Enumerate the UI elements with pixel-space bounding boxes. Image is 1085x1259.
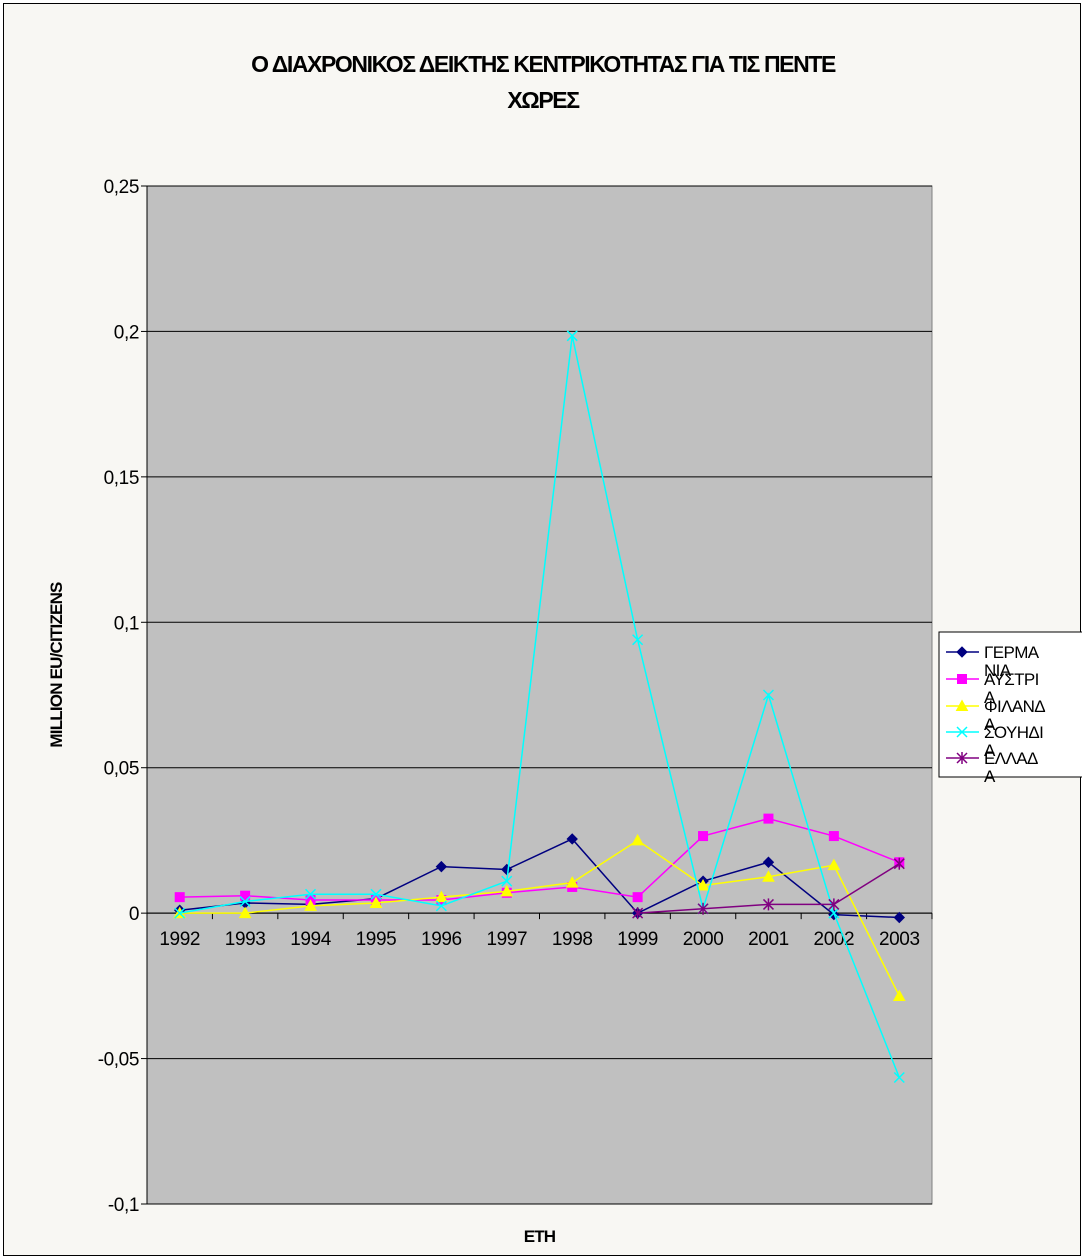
line-chart: Ο ΔΙΑΧΡΟΝΙΚΟΣ ΔΕΙΚΤΗΣ ΚΕΝΤΡΙΚΟΤΗΤΑΣ ΓΙΑ … — [47, 51, 1082, 1246]
y-tick-label: -0,05 — [98, 1050, 139, 1071]
data-point — [762, 898, 774, 911]
legend-marker — [956, 752, 968, 764]
data-point — [501, 863, 513, 876]
series-line — [179, 839, 900, 997]
series-line — [179, 838, 900, 919]
data-point — [631, 833, 644, 846]
series-4 — [174, 330, 905, 1084]
x-tick-label: 2000 — [683, 929, 724, 950]
data-point — [565, 876, 579, 888]
data-point — [435, 900, 447, 912]
chart-title-line: ΧΩΡΕΣ — [507, 87, 580, 113]
data-point — [566, 833, 578, 845]
data-point — [435, 860, 448, 873]
legend-marker — [955, 699, 969, 711]
y-tick-label: 0,2 — [114, 322, 139, 343]
data-point — [240, 890, 251, 901]
data-point — [763, 813, 774, 824]
x-tick-label: 1992 — [159, 929, 200, 950]
data-point — [828, 907, 840, 919]
data-point — [304, 899, 317, 911]
data-point — [239, 895, 251, 908]
data-point — [762, 856, 775, 868]
legend-label: Α — [984, 767, 996, 786]
data-point — [696, 878, 710, 891]
data-point — [305, 888, 317, 900]
data-point — [893, 1071, 905, 1084]
chart-title-line: Ο ΔΙΑΧΡΟΝΙΚΟΣ ΔΕΙΚΤΗΣ ΚΕΝΤΡΙΚΟΤΗΤΑΣ ΓΙΑ … — [251, 51, 836, 77]
series-line — [179, 335, 900, 1078]
data-point — [632, 892, 643, 903]
y-tick-label: 0,05 — [104, 759, 139, 780]
y-tick-label: 0,1 — [114, 613, 139, 634]
legend-label: ΑΥΣΤΡΙ — [984, 670, 1039, 689]
legend-label: ΦΙΛΑΝΔ — [984, 697, 1045, 716]
legend-label: ΓΕΡΜΑ — [984, 643, 1040, 662]
data-point — [369, 896, 383, 908]
y-tick-label: -0,1 — [108, 1195, 139, 1216]
legend-label: Α — [984, 741, 996, 760]
data-point — [698, 831, 709, 842]
y-tick-label: 0,15 — [104, 468, 139, 489]
x-tick-label: 1997 — [486, 929, 527, 950]
x-tick-label: 1998 — [552, 929, 593, 950]
series-5 — [632, 857, 905, 920]
legend-label: ΝΙΑ — [984, 661, 1012, 680]
data-point — [762, 689, 774, 701]
data-point — [500, 884, 514, 897]
x-tick-label: 1994 — [290, 929, 332, 950]
legend-label: Α — [984, 715, 996, 734]
data-point — [435, 890, 448, 903]
legend-marker — [956, 646, 968, 658]
y-tick-label: 0 — [129, 904, 139, 925]
legend-marker — [956, 726, 968, 738]
y-tick-label: 0,25 — [104, 177, 139, 198]
data-point — [893, 857, 905, 870]
legend-label: ΣΟΥΗΔΙ — [984, 723, 1043, 742]
legend-label: ΕΛΛΑΔ — [984, 749, 1038, 768]
data-point — [370, 888, 382, 900]
data-point — [827, 858, 841, 871]
data-point — [174, 907, 186, 919]
x-tick-label: 1993 — [225, 929, 266, 950]
data-point — [632, 634, 644, 646]
x-tick-label: 2002 — [814, 929, 855, 950]
data-point — [238, 906, 252, 919]
chart-area: Ο ΔΙΑΧΡΟΝΙΚΟΣ ΔΕΙΚΤΗΣ ΚΕΝΤΡΙΚΟΤΗΤΑΣ ΓΙΑ … — [3, 3, 1082, 1256]
data-point — [501, 875, 513, 887]
data-point — [893, 911, 905, 924]
data-point — [828, 831, 839, 842]
x-tick-label: 1996 — [421, 929, 462, 950]
legend-marker — [957, 674, 967, 684]
data-point — [697, 902, 709, 915]
x-axis-title: ΕΤΗ — [524, 1227, 556, 1246]
series-3 — [173, 833, 906, 1002]
series-line — [179, 817, 900, 901]
data-point — [892, 989, 906, 1002]
data-point — [174, 892, 185, 903]
data-point — [762, 870, 775, 882]
x-tick-label: 1995 — [356, 929, 397, 950]
series-1 — [174, 833, 905, 924]
x-tick-label: 1999 — [617, 929, 658, 950]
x-tick-label: 2003 — [879, 929, 920, 950]
data-point — [566, 330, 578, 342]
x-tick-label: 2001 — [748, 929, 789, 950]
plot-area — [146, 185, 933, 1205]
data-point — [828, 898, 840, 911]
y-axis-title-group: MILLION EU/CITIZENS — [47, 582, 66, 748]
legend-label: Α — [984, 688, 996, 707]
y-axis-title: MILLION EU/CITIZENS — [47, 582, 66, 748]
data-point — [632, 907, 644, 920]
